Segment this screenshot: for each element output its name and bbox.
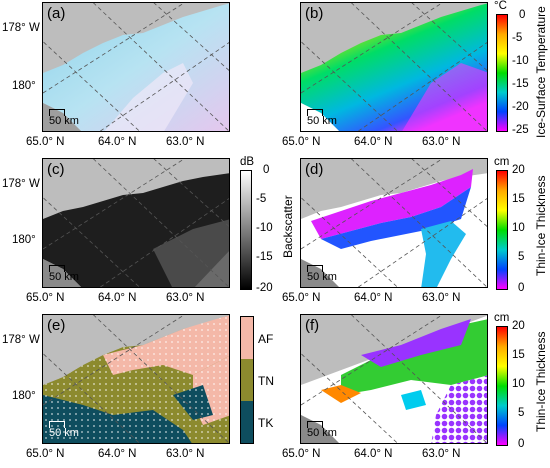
panel-a-label: (a) <box>47 5 66 22</box>
panel-a-map: (a) 50 km <box>42 2 230 132</box>
backscatter-colorbar <box>240 170 252 290</box>
panel-b-map: (b) 50 km <box>300 2 488 132</box>
lat-tick-e-2: 63.0° N <box>166 448 205 460</box>
lon-tick-c-0: 178° W <box>2 178 40 190</box>
thickness-colorbar-d <box>496 170 508 290</box>
scale-bar-a: 50 km <box>49 109 79 127</box>
panel-d-map: (d) 50 km <box>300 158 488 288</box>
category-tk-label: TK <box>258 416 274 430</box>
lon-tick-e-0: 178° W <box>2 334 40 346</box>
backscatter-tick-0: 0 <box>263 164 270 176</box>
backscatter-tick-3: -15 <box>256 251 273 263</box>
panel-e-graphic <box>43 315 229 443</box>
thickness-d-tick-4: 0 <box>518 282 525 294</box>
temperature-unit: °C <box>494 0 507 12</box>
lon-tick-a-1: 180° <box>12 80 36 92</box>
panel-f-map: (f) 50 km <box>300 314 488 444</box>
lat-tick-f-1: 64.0° N <box>354 448 393 460</box>
lat-tick-e-0: 65.0° N <box>26 448 65 460</box>
thickness-d-tick-3: 5 <box>518 251 525 263</box>
category-af-swatch <box>241 317 253 359</box>
temperature-tick-2: -10 <box>512 55 529 67</box>
scale-bar-e: 50 km <box>49 421 79 439</box>
backscatter-tick-4: -20 <box>256 282 273 294</box>
lat-tick-b-2: 63.0° N <box>422 136 461 148</box>
panel-f-label: (f) <box>305 317 320 334</box>
temperature-tick-3: -15 <box>512 78 529 90</box>
panel-c-label: (c) <box>47 161 65 178</box>
lat-tick-a-2: 63.0° N <box>166 136 205 148</box>
backscatter-tick-2: -10 <box>256 222 273 234</box>
thickness-f-tick-1: 15 <box>512 349 525 361</box>
temperature-tick-5: -25 <box>512 124 529 136</box>
lat-tick-a-0: 65.0° N <box>26 136 65 148</box>
thickness-d-tick-2: 10 <box>512 222 525 234</box>
backscatter-colorbar-title: Backscatter <box>281 195 295 258</box>
thickness-f-tick-2: 10 <box>512 378 525 390</box>
thickness-d-tick-1: 15 <box>512 193 525 205</box>
category-tk-swatch <box>241 400 253 443</box>
lat-tick-f-2: 63.0° N <box>422 448 461 460</box>
scale-bar-c: 50 km <box>49 265 79 283</box>
panel-e-label: (e) <box>47 317 66 334</box>
thickness-colorbar-d-title: Thin-Ice Thickness <box>534 175 548 276</box>
thickness-colorbar-f-title: Thin-Ice Thickness <box>534 331 548 432</box>
lat-tick-a-1: 64.0° N <box>98 136 137 148</box>
lat-tick-d-0: 65.0° N <box>282 292 321 304</box>
backscatter-unit: dB <box>240 156 255 168</box>
lat-tick-c-2: 63.0° N <box>166 292 205 304</box>
panel-b-graphic <box>301 3 487 131</box>
category-legend <box>240 316 254 444</box>
temperature-colorbar-title: Ice-Surface Temperature <box>534 6 548 138</box>
lat-tick-b-0: 65.0° N <box>282 136 321 148</box>
panel-c-map: (c) 50 km <box>42 158 230 288</box>
thickness-f-tick-4: 0 <box>518 438 525 450</box>
lon-tick-a-0: 178° W <box>2 22 40 34</box>
panel-f-graphic <box>301 315 487 443</box>
panel-c-graphic <box>43 159 229 287</box>
temperature-tick-1: -5 <box>512 32 523 44</box>
scale-bar-d: 50 km <box>307 265 337 283</box>
panel-a-graphic <box>43 3 229 131</box>
panel-b-label: (b) <box>305 5 324 22</box>
scale-bar-b: 50 km <box>307 109 337 127</box>
lat-tick-c-0: 65.0° N <box>26 292 65 304</box>
panel-e-map: (e) 50 km <box>42 314 230 444</box>
temperature-tick-0: 0 <box>519 9 526 21</box>
thickness-f-tick-0: 20 <box>512 320 525 332</box>
thickness-d-tick-0: 20 <box>512 164 525 176</box>
panel-d-graphic <box>301 159 487 287</box>
lat-tick-f-0: 65.0° N <box>282 448 321 460</box>
lat-tick-d-1: 64.0° N <box>354 292 393 304</box>
temperature-tick-4: -20 <box>512 101 529 113</box>
thickness-colorbar-f <box>496 326 508 446</box>
lat-tick-d-2: 63.0° N <box>422 292 461 304</box>
lon-tick-e-1: 180° <box>12 390 36 402</box>
thickness-unit-d: cm <box>494 156 510 168</box>
thickness-unit-f: cm <box>494 312 510 324</box>
scale-bar-f: 50 km <box>307 421 337 439</box>
temperature-colorbar <box>496 14 508 132</box>
lat-tick-e-1: 64.0° N <box>98 448 137 460</box>
backscatter-tick-1: -5 <box>256 193 267 205</box>
category-tn-label: TN <box>258 374 274 388</box>
thickness-f-tick-3: 5 <box>518 407 525 419</box>
category-tn-swatch <box>241 358 253 401</box>
lat-tick-c-1: 64.0° N <box>98 292 137 304</box>
panel-d-label: (d) <box>305 161 324 178</box>
lat-tick-b-1: 64.0° N <box>354 136 393 148</box>
lon-tick-c-1: 180° <box>12 234 36 246</box>
category-af-label: AF <box>258 332 274 346</box>
